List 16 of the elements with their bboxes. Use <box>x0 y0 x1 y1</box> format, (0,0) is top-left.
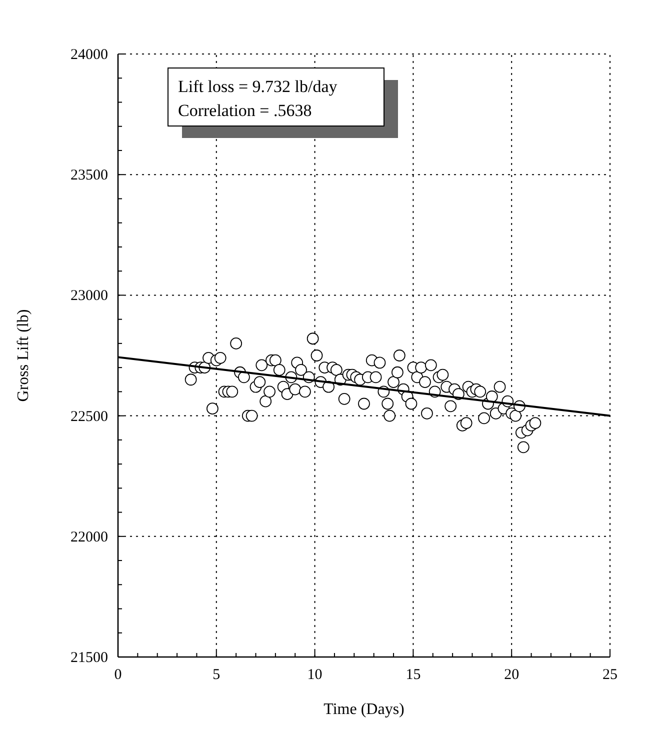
x-tick-label: 0 <box>114 667 122 683</box>
x-tick-label: 5 <box>212 667 220 683</box>
x-tick-label: 10 <box>307 667 322 683</box>
x-axis-title: Time (Days) <box>324 701 404 718</box>
y-tick-label: 21500 <box>70 650 108 666</box>
annotation: Correlation = .5638 <box>178 101 312 120</box>
y-tick-label: 23000 <box>70 288 108 304</box>
x-tick-label: 25 <box>602 667 618 683</box>
y-tick-label: 22500 <box>70 408 108 425</box>
annotation: Lift loss = 9.732 lb/day <box>178 77 338 96</box>
x-tick-label: 20 <box>504 667 520 683</box>
y-tick-label: 23500 <box>70 168 108 184</box>
y-tick-label: 22000 <box>70 529 108 546</box>
x-tick-label: 15 <box>406 667 421 683</box>
y-tick-label: 24000 <box>70 47 108 63</box>
y-axis-title: Gross Lift (lb) <box>15 309 32 402</box>
